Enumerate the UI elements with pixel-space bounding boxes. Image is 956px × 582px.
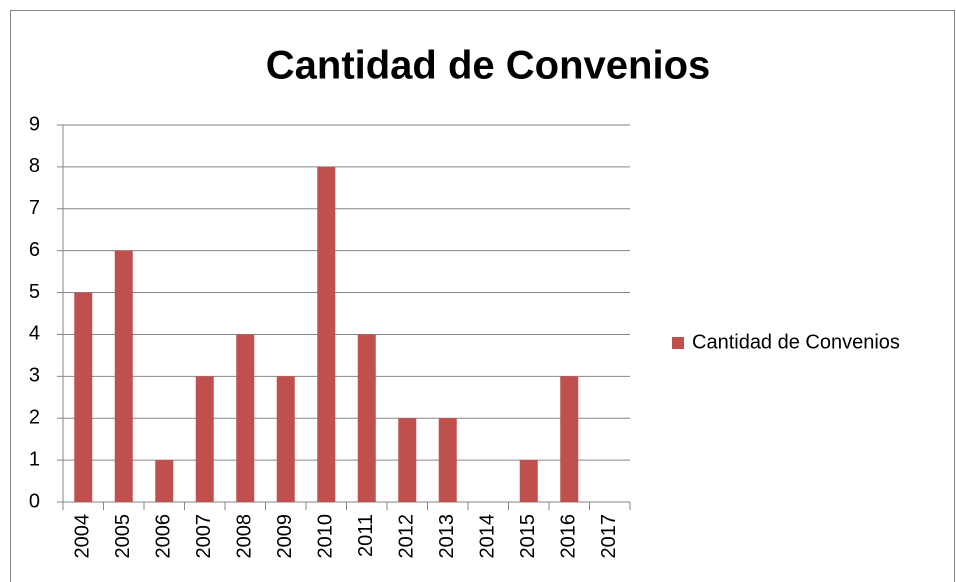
- x-tick-label: 2008: [234, 514, 256, 559]
- bar: [114, 250, 133, 502]
- x-tick-label: 2011: [355, 514, 377, 557]
- x-tick-label: 2005: [112, 514, 134, 559]
- bar: [74, 292, 93, 502]
- y-tick-label: 2: [29, 407, 40, 429]
- chart-border: [10, 10, 955, 582]
- bar: [155, 460, 174, 502]
- y-tick-label: 9: [29, 113, 40, 135]
- x-tick-label: 2010: [315, 514, 337, 559]
- y-tick-label: 4: [29, 323, 40, 345]
- bar: [195, 376, 214, 502]
- x-tick-label: 2006: [153, 514, 175, 559]
- bar: [519, 460, 538, 502]
- x-tick-label: 2014: [477, 514, 499, 559]
- legend-swatch: [672, 337, 684, 349]
- chart-title: Cantidad de Convenios: [266, 44, 711, 88]
- x-tick-label: 2013: [436, 514, 458, 559]
- x-tick-label: 2017: [598, 514, 620, 559]
- x-tick-label: 2015: [517, 514, 539, 559]
- legend-label: Cantidad de Convenios: [692, 331, 900, 353]
- bar: [317, 166, 336, 502]
- y-tick-label: 7: [29, 197, 40, 219]
- y-tick-label: 6: [29, 239, 40, 261]
- x-tick-label: 2012: [396, 514, 418, 559]
- x-tick-label: 2009: [274, 514, 296, 559]
- bar: [357, 334, 376, 502]
- bar: [236, 334, 255, 502]
- y-tick-label: 5: [29, 281, 40, 303]
- bar: [438, 418, 457, 502]
- x-tick-label: 2007: [193, 514, 215, 559]
- y-tick-label: 8: [29, 155, 40, 177]
- y-tick-label: 1: [29, 448, 40, 470]
- y-tick-label: 3: [29, 365, 40, 387]
- bar: [276, 376, 295, 502]
- bar: [398, 418, 417, 502]
- x-tick-label: 2016: [558, 514, 580, 559]
- x-tick-label: 2004: [72, 514, 94, 559]
- bar: [560, 376, 579, 502]
- y-tick-label: 0: [29, 490, 40, 512]
